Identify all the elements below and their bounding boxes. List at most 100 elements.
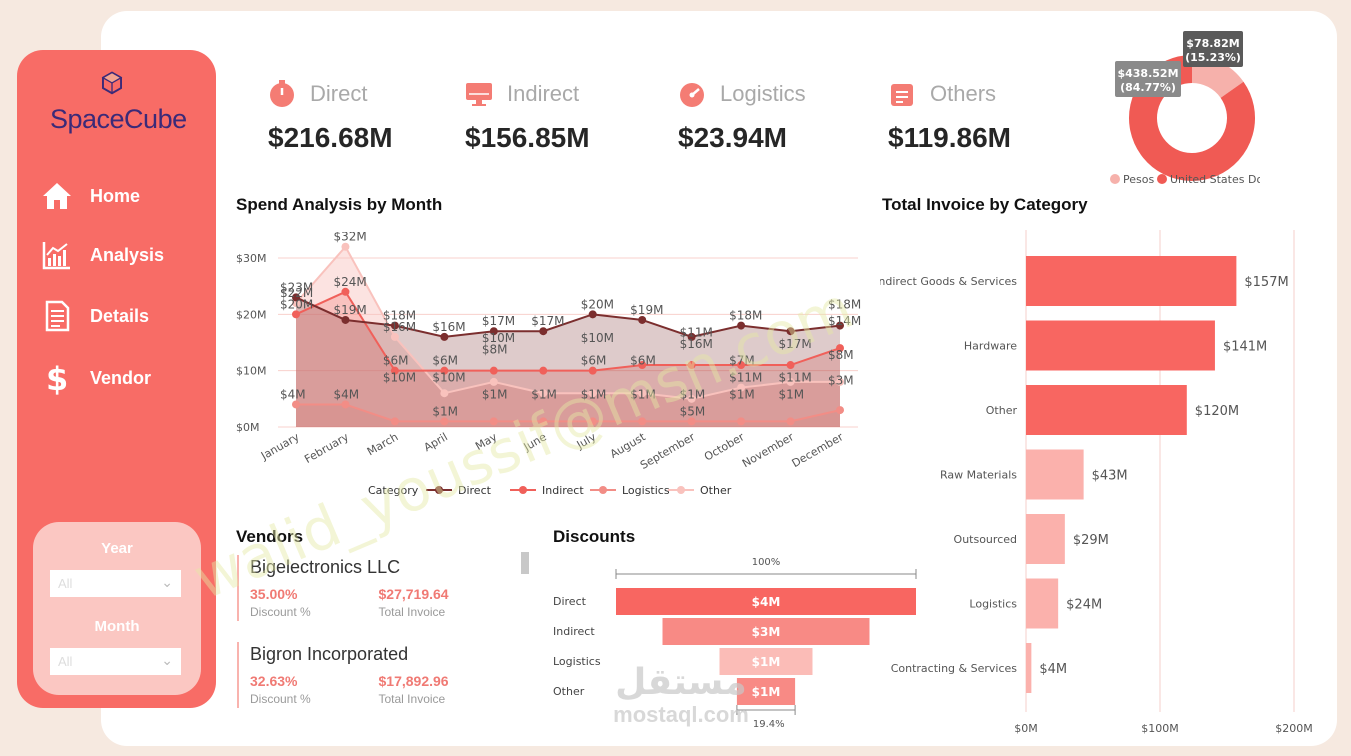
data-label: $20M bbox=[280, 297, 313, 311]
point-indirect[interactable] bbox=[539, 366, 548, 375]
point-other[interactable] bbox=[786, 377, 795, 386]
vendor-discount: 32.63% bbox=[250, 673, 298, 689]
area-other bbox=[296, 246, 840, 427]
point-indirect[interactable] bbox=[390, 366, 399, 375]
point-other[interactable] bbox=[836, 377, 844, 386]
point-logistics[interactable] bbox=[390, 417, 399, 426]
point-logistics[interactable] bbox=[539, 417, 548, 426]
funnel-bar[interactable] bbox=[662, 618, 870, 645]
legend-label: Logistics bbox=[622, 484, 670, 497]
point-other[interactable] bbox=[390, 332, 399, 341]
legend-label: Direct bbox=[458, 484, 492, 497]
vendor-card[interactable]: Bigron Incorporated 32.63% Discount % $17… bbox=[237, 642, 507, 708]
invoice-bar[interactable] bbox=[1026, 578, 1059, 629]
nav-home[interactable]: Home bbox=[40, 176, 140, 216]
nav-analysis-label: Analysis bbox=[90, 244, 165, 265]
funnel-bar[interactable] bbox=[616, 588, 916, 615]
nav-details[interactable]: Details bbox=[40, 296, 149, 336]
funnel-value-label: $3M bbox=[752, 625, 781, 639]
donut-slice-pesos[interactable] bbox=[1191, 55, 1244, 99]
point-logistics[interactable] bbox=[836, 406, 844, 415]
month-select[interactable]: All ⌄ bbox=[50, 648, 181, 675]
invoice-bar[interactable] bbox=[1026, 514, 1065, 564]
point-indirect[interactable] bbox=[786, 361, 795, 370]
invoice-bar[interactable] bbox=[1026, 385, 1187, 435]
data-label: $1M bbox=[581, 387, 607, 401]
point-other[interactable] bbox=[687, 394, 696, 403]
invoice-bar[interactable] bbox=[1026, 320, 1215, 371]
point-logistics[interactable] bbox=[737, 417, 746, 426]
home-icon bbox=[43, 183, 71, 209]
funnel-bar[interactable] bbox=[736, 678, 796, 705]
point-other[interactable] bbox=[737, 383, 746, 392]
point-logistics[interactable] bbox=[440, 417, 449, 426]
data-label: $17M bbox=[531, 314, 564, 328]
point-indirect[interactable] bbox=[836, 344, 844, 353]
kpi-others: Others $119.86M bbox=[888, 80, 1011, 154]
point-indirect[interactable] bbox=[687, 361, 696, 370]
invoice-bar[interactable] bbox=[1026, 643, 1032, 693]
data-label: $17M bbox=[779, 337, 812, 351]
vendors-scrollbar[interactable] bbox=[521, 552, 529, 574]
x-tick-label: April bbox=[422, 430, 450, 454]
data-label: $11M bbox=[680, 326, 713, 340]
point-direct[interactable] bbox=[786, 327, 795, 336]
invoice-chart-title: Total Invoice by Category bbox=[882, 195, 1088, 214]
point-other[interactable] bbox=[489, 377, 498, 386]
nav-vendor[interactable]: $ Vendor bbox=[40, 358, 151, 398]
bar-value-label: $141M bbox=[1223, 340, 1267, 355]
point-other[interactable] bbox=[440, 389, 449, 398]
point-direct[interactable] bbox=[440, 332, 449, 341]
point-direct[interactable] bbox=[737, 321, 746, 330]
point-direct[interactable] bbox=[292, 293, 300, 302]
point-other[interactable] bbox=[292, 299, 300, 308]
point-direct[interactable] bbox=[588, 310, 597, 319]
point-indirect[interactable] bbox=[588, 366, 597, 375]
calendar-icon bbox=[891, 84, 913, 106]
invoice-bar-chart: $0M $100M $200M Indirect Goods & Services $1… bbox=[880, 230, 1313, 735]
point-indirect[interactable] bbox=[341, 287, 350, 296]
category-label: Hardware bbox=[964, 340, 1017, 353]
point-direct[interactable] bbox=[489, 327, 498, 336]
nav-analysis[interactable]: Analysis bbox=[40, 235, 164, 275]
data-label: $11M bbox=[729, 371, 762, 385]
legend-usd-marker bbox=[1157, 174, 1167, 184]
invoice-bar[interactable] bbox=[1026, 449, 1084, 500]
point-logistics[interactable] bbox=[638, 417, 647, 426]
vendor-card[interactable]: Bigelectronics LLC 35.00% Discount % $27,… bbox=[237, 555, 507, 621]
point-direct[interactable] bbox=[687, 332, 696, 341]
point-other[interactable] bbox=[341, 242, 350, 251]
funnel-top-percent: 100% bbox=[752, 557, 781, 568]
point-indirect[interactable] bbox=[292, 310, 300, 319]
point-direct[interactable] bbox=[341, 315, 350, 324]
point-indirect[interactable] bbox=[440, 366, 449, 375]
point-logistics[interactable] bbox=[786, 417, 795, 426]
point-direct[interactable] bbox=[539, 327, 548, 336]
point-logistics[interactable] bbox=[588, 417, 597, 426]
point-direct[interactable] bbox=[390, 321, 399, 330]
point-direct[interactable] bbox=[638, 315, 647, 324]
donut-label-usd-value: $438.52M bbox=[1117, 67, 1178, 80]
year-select[interactable]: All ⌄ bbox=[50, 570, 181, 597]
donut-label-pesos-value: $78.82M bbox=[1186, 37, 1239, 50]
point-indirect[interactable] bbox=[737, 361, 746, 370]
point-direct[interactable] bbox=[836, 321, 844, 330]
invoice-bar[interactable] bbox=[1026, 256, 1237, 306]
point-logistics[interactable] bbox=[489, 417, 498, 426]
svg-text:$: $ bbox=[46, 361, 68, 395]
point-indirect[interactable] bbox=[489, 366, 498, 375]
point-logistics[interactable] bbox=[292, 400, 300, 409]
funnel-bar[interactable] bbox=[719, 648, 813, 675]
kpi-direct: Direct $216.68M bbox=[268, 80, 393, 154]
point-logistics[interactable] bbox=[687, 417, 696, 426]
funnel-category-label: Logistics bbox=[553, 655, 601, 668]
currency-donut-chart: $78.82M (15.23%) $438.52M (84.77%) Pesos… bbox=[1110, 31, 1260, 186]
point-indirect[interactable] bbox=[638, 361, 647, 370]
line-indirect bbox=[295, 290, 841, 372]
point-other[interactable] bbox=[588, 389, 597, 398]
point-logistics[interactable] bbox=[341, 400, 350, 409]
point-other[interactable] bbox=[638, 389, 647, 398]
funnel-value-label: $1M bbox=[752, 685, 781, 699]
point-other[interactable] bbox=[539, 389, 548, 398]
legend-marker bbox=[519, 486, 527, 494]
